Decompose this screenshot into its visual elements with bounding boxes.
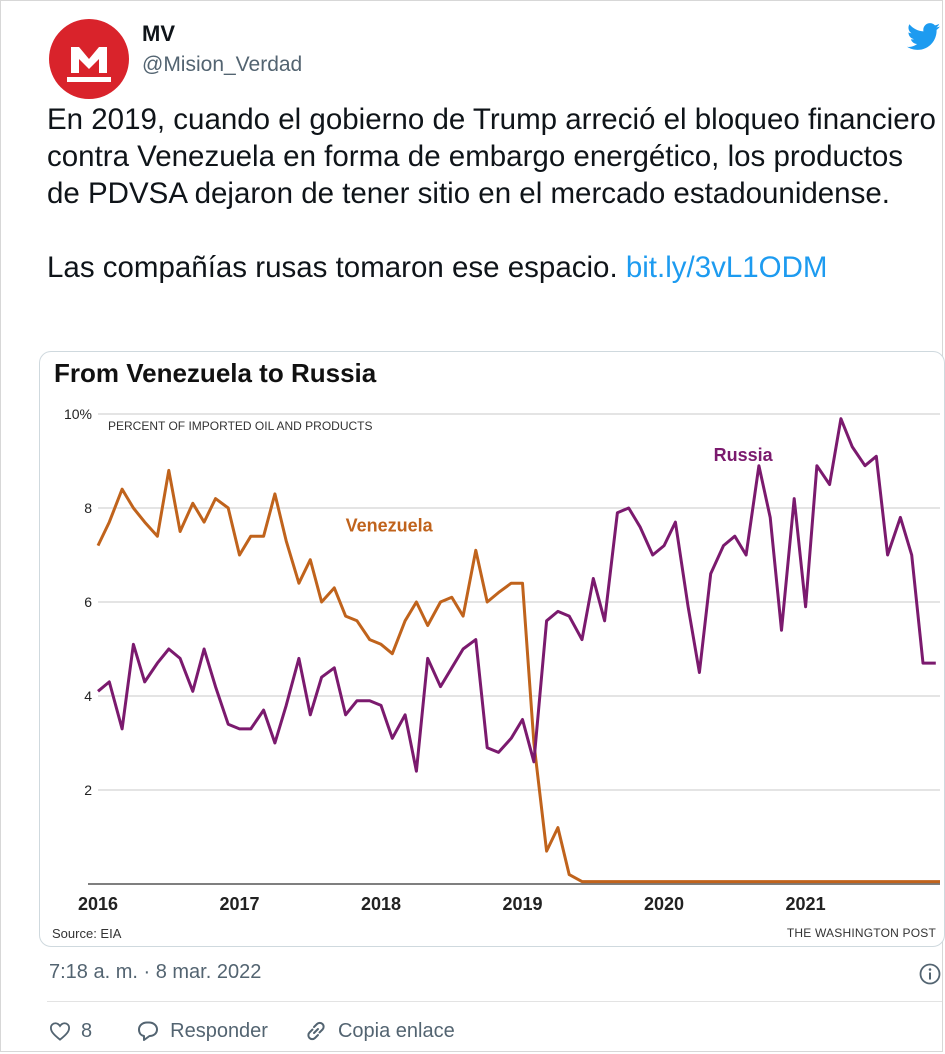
copy-link-button[interactable]: Copia enlace xyxy=(304,1020,455,1043)
y-tick-label: 6 xyxy=(84,594,92,610)
display-name[interactable]: MV xyxy=(142,21,175,46)
chart-image[interactable]: From Venezuela to Russia 2 4 6 8 10% PERCENT … xyxy=(39,351,945,947)
mv-logo-icon xyxy=(67,47,111,82)
twitter-bird-icon xyxy=(907,23,941,50)
tweet-text: En 2019, cuando el gobierno de Trump arr… xyxy=(47,101,937,286)
tweet-link[interactable]: bit.ly/3vL1ODM xyxy=(625,251,828,284)
heart-icon xyxy=(49,1022,71,1041)
chart-credit: THE WASHINGTON POST xyxy=(786,926,936,940)
tweet-paragraph-2: Las compañías rusas tomaron ese espacio.… xyxy=(47,249,937,286)
x-tick-label: 2021 xyxy=(786,894,826,914)
y-tick-label: 4 xyxy=(84,688,92,704)
x-tick-label: 2017 xyxy=(219,894,259,914)
user-handle[interactable]: @Mision_Verdad xyxy=(142,53,303,76)
chart-title: From Venezuela to Russia xyxy=(54,358,377,388)
like-button[interactable]: 8 xyxy=(49,1020,92,1043)
like-count: 8 xyxy=(81,1019,93,1042)
x-tick-label: 2016 xyxy=(78,894,118,914)
tweet-paragraph: En 2019, cuando el gobierno de Trump arr… xyxy=(47,103,936,210)
series-line-russia xyxy=(97,417,936,773)
divider xyxy=(47,1001,942,1002)
reply-button[interactable]: Responder xyxy=(136,1020,268,1043)
tweet-paragraph-2-text: Las compañías rusas tomaron ese espacio. xyxy=(47,251,618,284)
copy-link-label: Copia enlace xyxy=(337,1019,455,1042)
y-tick-label: 8 xyxy=(84,500,92,516)
x-tick-label: 2019 xyxy=(503,894,543,914)
chain-link-icon xyxy=(307,1021,325,1041)
info-icon[interactable] xyxy=(919,963,941,985)
x-tick-label: 2020 xyxy=(644,894,684,914)
tweet-actions: 8 Responder Copia enlace xyxy=(49,1016,455,1046)
y-tick-label: 10% xyxy=(64,406,92,422)
series-line-venezuela xyxy=(96,468,940,884)
y-axis-label: PERCENT OF IMPORTED OIL AND PRODUCTS xyxy=(108,419,372,433)
x-tick-label: 2018 xyxy=(361,894,401,914)
avatar[interactable] xyxy=(49,19,129,99)
line-chart: 2 4 6 8 10% PERCENT OF IMPORTED OIL AND PRODU… xyxy=(64,406,940,914)
y-tick-label: 2 xyxy=(84,782,92,798)
chart-source: Source: EIA xyxy=(52,926,122,941)
reply-bubble-icon xyxy=(138,1021,159,1041)
series-label: Russia xyxy=(714,445,774,465)
reply-label: Responder xyxy=(170,1019,268,1042)
tweet-timestamp[interactable]: 7:18 a. m. · 8 mar. 2022 xyxy=(49,961,262,983)
series-label: Venezuela xyxy=(346,516,434,536)
